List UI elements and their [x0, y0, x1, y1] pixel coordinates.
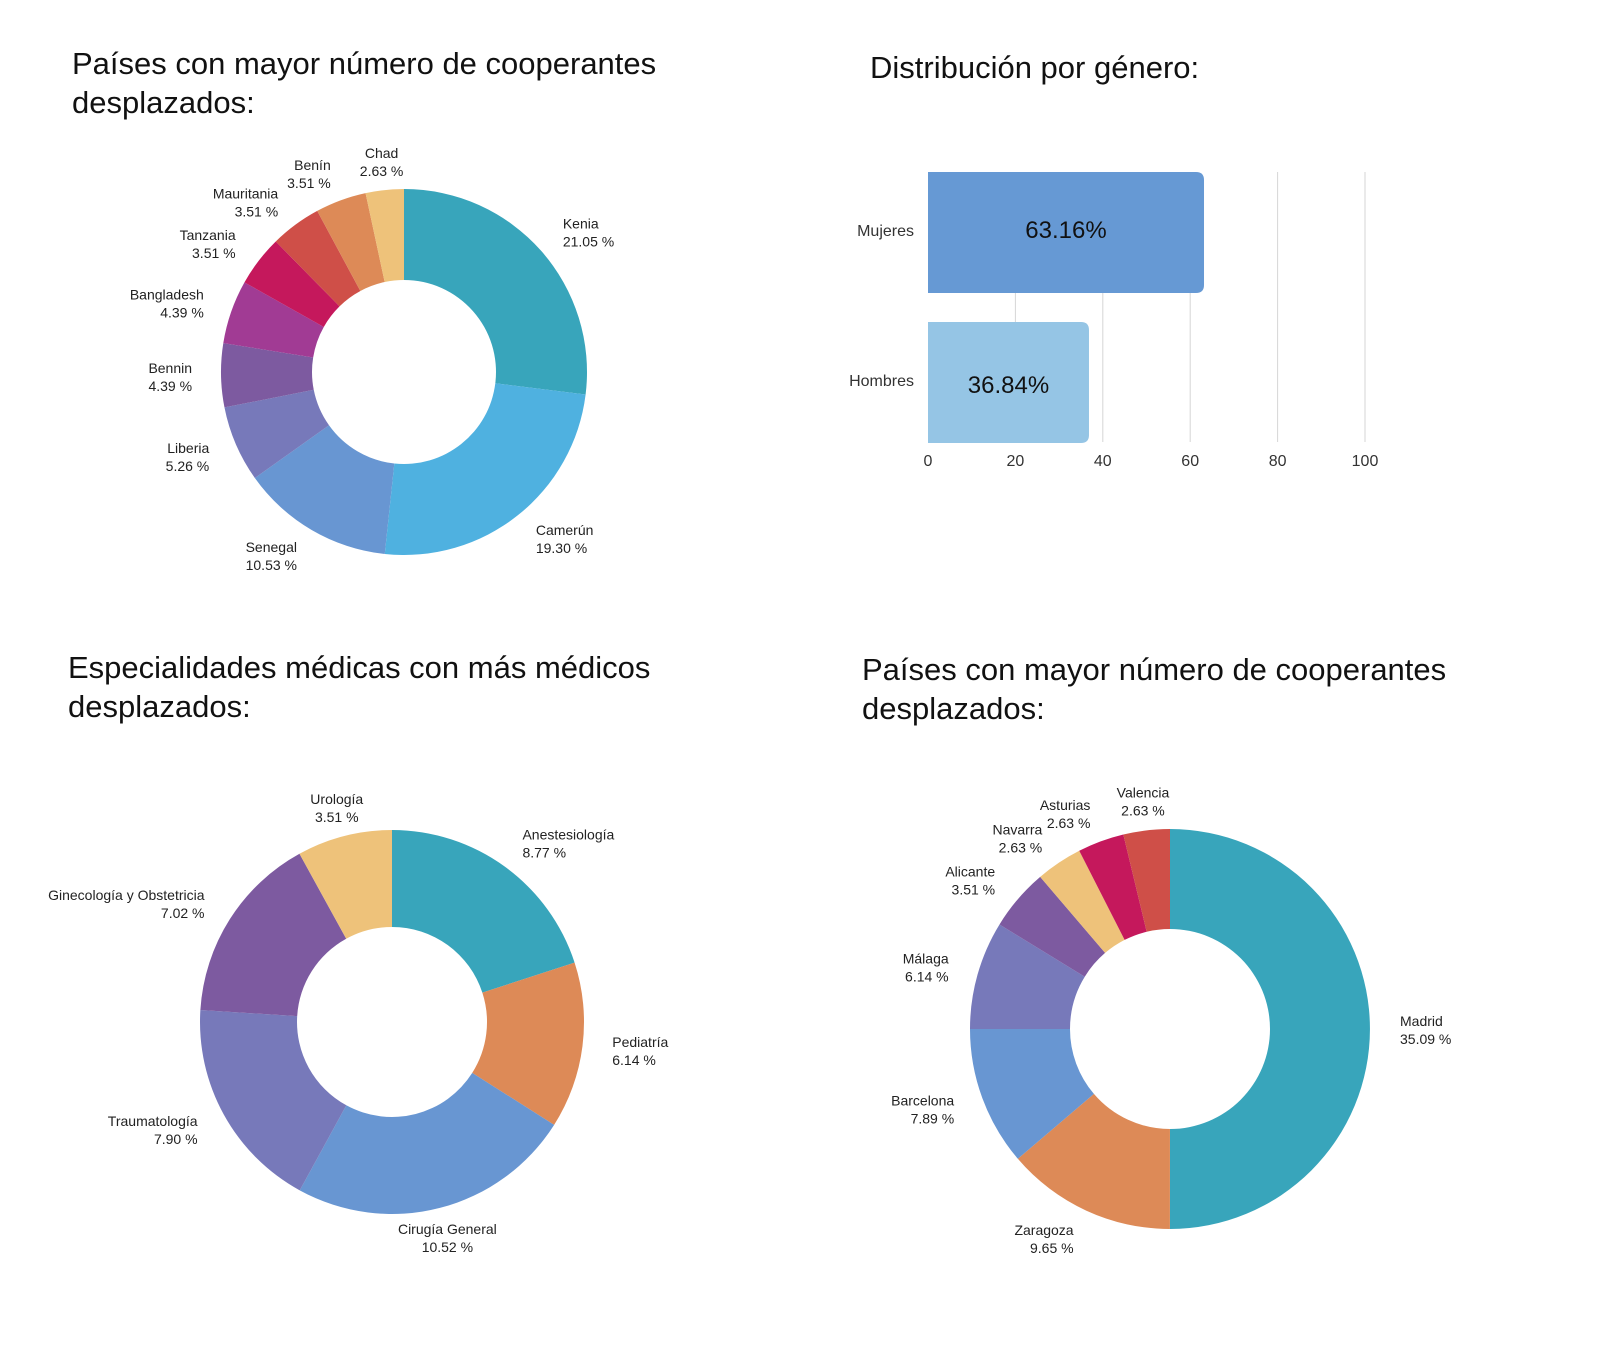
slice-label: Cirugía General — [398, 1221, 497, 1237]
slice-label: Madrid — [1400, 1013, 1443, 1029]
slice-label: Bennin — [148, 360, 192, 376]
slice-value-label: 2.63 % — [1121, 803, 1165, 819]
slice-barcelona — [970, 1028, 1094, 1159]
x-tick-label: 80 — [1269, 453, 1287, 470]
bar-hombres — [928, 322, 1089, 443]
slice-value-label: 10.52 % — [422, 1239, 473, 1255]
slice-value-label: 10.53 % — [246, 557, 297, 573]
slice-anestesiologia — [392, 830, 575, 993]
donut-chart-regions: Madrid 35.09 % Zaragoza 9.65 % Barcelona 7.89… — [891, 785, 1451, 1256]
slice-label: Traumatología — [108, 1113, 198, 1129]
slice-label: Chad — [365, 145, 398, 161]
slice-value-label: 2.63 % — [360, 163, 404, 179]
chart-title: Países con mayor número de cooperantes d… — [862, 652, 1447, 726]
slice-label: Valencia — [1117, 785, 1170, 801]
slice-asturias — [1079, 834, 1147, 940]
chart-panel-regions: Países con mayor número de cooperantes d… — [800, 640, 1600, 1362]
category-label: Hombres — [849, 373, 914, 390]
x-tick-label: 100 — [1352, 453, 1379, 470]
slice-label: Camerún — [536, 522, 594, 538]
slice-label: Benín — [294, 157, 331, 173]
slice-malaga — [970, 924, 1085, 1029]
slice-label: Anestesiología — [522, 826, 614, 842]
bar-value-label: 36.84% — [968, 372, 1049, 399]
slice-label: Bangladesh — [130, 286, 204, 302]
slice-label: Navarra — [992, 822, 1042, 838]
bar-mujeres — [928, 172, 1205, 293]
slice-label: Ginecología y Obstetricia — [48, 887, 205, 903]
x-tick-label: 40 — [1094, 453, 1112, 470]
slice-ginecologia-y-obstetricia — [200, 853, 347, 1017]
slice-label: Zaragoza — [1014, 1222, 1073, 1238]
slice-value-label: 4.39 % — [148, 378, 192, 394]
slice-mauritania — [275, 210, 361, 307]
x-tick-label: 60 — [1181, 453, 1199, 470]
slice-value-label: 8.77 % — [522, 844, 566, 860]
slice-label: Senegal — [246, 539, 297, 555]
x-tick-label: 0 — [924, 453, 933, 470]
slice-zaragoza — [1017, 1093, 1170, 1229]
slice-liberia — [224, 389, 330, 479]
slice-value-label: 2.63 % — [999, 840, 1043, 856]
x-tick-label: 20 — [1007, 453, 1025, 470]
slice-value-label: 5.26 % — [166, 458, 210, 474]
slice-value-label: 4.39 % — [160, 304, 204, 320]
chart-panel-countries: Países con mayor número de cooperantes d… — [0, 0, 800, 640]
slice-value-label: 21.05 % — [563, 234, 614, 250]
slice-camerun — [384, 383, 586, 555]
slice-value-label: 3.51 % — [315, 809, 359, 825]
slice-bennin — [221, 343, 314, 408]
slice-label: Tanzania — [180, 227, 236, 243]
slice-value-label: 6.14 % — [612, 1052, 656, 1068]
slice-valencia — [1123, 829, 1170, 932]
slice-value-label: 35.09 % — [1400, 1031, 1451, 1047]
slice-value-label: 7.02 % — [161, 905, 205, 921]
bar-chart-gender: 0 20 40 60 80 100 Mujeres 63.16% Hombres 36.84% — [849, 172, 1379, 470]
slice-bangladesh — [223, 282, 324, 358]
chart-title: Países con mayor número de cooperantes d… — [72, 46, 657, 120]
donut-chart-specialties: Anestesiología 8.77 % Pediatría 6.14 % Cirug… — [48, 791, 668, 1255]
slice-label: Urología — [310, 791, 363, 807]
slice-tanzania — [244, 241, 340, 327]
slice-value-label: 9.65 % — [1030, 1240, 1074, 1256]
slice-label: Málaga — [903, 951, 949, 967]
slice-cirugia-general — [299, 1072, 555, 1214]
slice-label: Kenia — [563, 216, 599, 232]
slice-label: Mauritania — [213, 185, 279, 201]
donut-chart-countries: Kenia 21.05 % Camerún 19.30 % Senegal 10.53 %… — [130, 145, 614, 573]
slice-senegal — [254, 425, 395, 554]
slice-label: Liberia — [167, 440, 209, 456]
chart-title: Distribución por género: — [870, 50, 1200, 85]
slice-value-label: 19.30 % — [536, 540, 587, 556]
slice-chad — [365, 189, 404, 283]
bar-value-label: 63.16% — [1025, 217, 1106, 244]
slice-value-label: 3.51 % — [287, 175, 331, 191]
chart-panel-gender: Distribución por género: 0 20 40 60 80 100 Muj… — [800, 0, 1600, 640]
slice-label: Asturias — [1040, 797, 1091, 813]
slice-value-label: 3.51 % — [235, 203, 279, 219]
category-label: Mujeres — [857, 223, 914, 240]
slice-value-label: 3.51 % — [192, 245, 236, 261]
slice-kenia — [404, 189, 588, 395]
slice-pediatria — [472, 962, 584, 1125]
slice-value-label: 7.90 % — [154, 1131, 198, 1147]
slice-value-label: 6.14 % — [905, 969, 949, 985]
slice-alicante — [999, 876, 1106, 977]
slice-madrid — [1169, 829, 1370, 1229]
slice-benin — [317, 193, 385, 292]
slice-value-label: 3.51 % — [952, 882, 996, 898]
chart-title: Especialidades médicas con más médicos d… — [68, 650, 651, 724]
slice-label: Barcelona — [891, 1093, 954, 1109]
slice-urologia — [299, 830, 392, 939]
slice-label: Pediatría — [612, 1034, 668, 1050]
slice-label: Alicante — [945, 864, 995, 880]
slice-traumatologia — [200, 1010, 347, 1191]
slice-value-label: 7.89 % — [911, 1111, 955, 1127]
chart-panel-specialties: Especialidades médicas con más médicos d… — [0, 640, 800, 1362]
slice-navarra — [1040, 850, 1125, 953]
slice-value-label: 2.63 % — [1047, 815, 1091, 831]
